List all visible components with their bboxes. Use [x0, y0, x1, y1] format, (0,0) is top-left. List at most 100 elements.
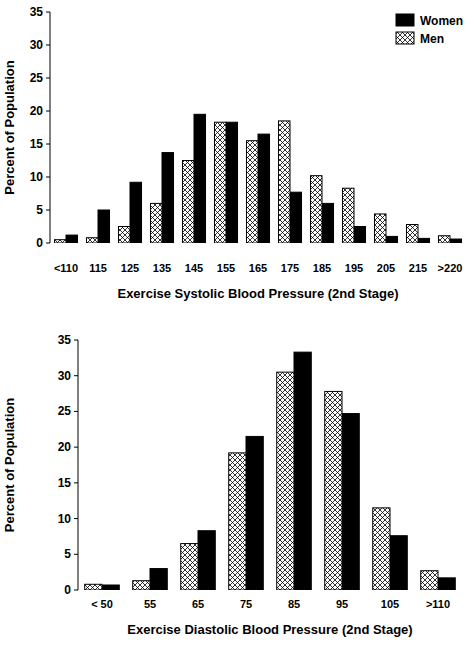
bar — [418, 238, 430, 243]
x-tick-label: 55 — [144, 598, 156, 610]
bar — [181, 544, 198, 590]
y-tick-label: 20 — [30, 104, 44, 118]
legend-label: Men — [420, 32, 444, 46]
y-tick — [74, 447, 78, 448]
y-tick — [74, 482, 78, 483]
bar — [246, 141, 258, 243]
y-tick — [74, 340, 78, 341]
bars — [54, 114, 461, 243]
bar — [162, 153, 174, 243]
bar — [133, 581, 150, 590]
y-tick-label: 20 — [58, 440, 72, 454]
x-tick-label: 195 — [345, 262, 363, 274]
bar — [246, 436, 263, 590]
x-tick-label: 95 — [336, 598, 348, 610]
x-tick-label: 215 — [409, 262, 427, 274]
bar — [325, 391, 342, 590]
x-label: Exercise Systolic Blood Pressure (2nd St… — [117, 286, 398, 301]
bar — [194, 114, 206, 243]
bar — [450, 239, 462, 243]
bar — [354, 227, 366, 244]
bar — [290, 192, 302, 243]
bar — [310, 176, 322, 243]
bar — [277, 372, 294, 590]
y-tick — [46, 144, 50, 145]
x-tick-label: 155 — [217, 262, 235, 274]
y-tick — [46, 45, 50, 46]
bar — [86, 238, 98, 243]
bar — [85, 584, 102, 590]
y-tick-label: 35 — [58, 333, 72, 347]
bar — [130, 182, 142, 243]
bar — [438, 236, 450, 243]
y-label: Percent of Population — [2, 60, 17, 194]
bar — [342, 188, 354, 243]
x-tick-label: 115 — [89, 262, 107, 274]
y-tick-label: 10 — [30, 170, 44, 184]
bar — [226, 122, 238, 243]
x-tick-label: >220 — [438, 262, 463, 274]
bar — [374, 214, 386, 243]
y-tick — [74, 518, 78, 519]
bar — [118, 227, 130, 244]
x-tick-label: 165 — [249, 262, 267, 274]
bar — [322, 203, 334, 243]
x-tick-label: >110 — [426, 598, 450, 610]
x-label: Exercise Diastolic Blood Pressure (2nd S… — [127, 622, 412, 637]
y-tick — [46, 243, 50, 244]
y-tick-label: 25 — [30, 71, 44, 85]
y-tick-label: 25 — [58, 404, 72, 418]
bar — [150, 203, 162, 243]
bars — [85, 352, 456, 590]
y-tick — [46, 177, 50, 178]
y-tick — [74, 411, 78, 412]
bar — [102, 585, 119, 590]
legend-swatch — [396, 14, 414, 26]
x-tick-label: 75 — [240, 598, 252, 610]
y-tick-label: 5 — [64, 547, 71, 561]
bar — [438, 578, 455, 590]
bar — [198, 531, 215, 590]
x-tick-label: 185 — [313, 262, 331, 274]
y-tick-label: 0 — [36, 236, 43, 250]
y-tick — [46, 12, 50, 13]
chart: 05101520253035Percent of Population< 505… — [2, 333, 455, 637]
y-axis — [50, 12, 51, 243]
bar — [421, 571, 438, 590]
x-tick-label: <110 — [54, 262, 78, 274]
legend-swatch — [396, 32, 414, 44]
bar — [278, 121, 290, 243]
bar — [229, 453, 246, 590]
figure: 0 5 10 15 20 25 30 35 Percent of Population <110 1… — [0, 0, 474, 653]
x-tick-label: 205 — [377, 262, 395, 274]
y-tick — [74, 554, 78, 555]
x-tick-label: 175 — [281, 262, 299, 274]
y-tick-label: 30 — [30, 38, 44, 52]
x-tick-label: 85 — [288, 598, 300, 610]
y-tick — [74, 590, 78, 591]
bar — [182, 161, 194, 244]
y-tick — [74, 375, 78, 376]
bar — [258, 134, 270, 243]
y-tick-label: 15 — [30, 137, 44, 151]
bar — [390, 536, 407, 590]
bar — [98, 210, 110, 243]
y-tick-label: 5 — [36, 203, 43, 217]
y-tick-label: 30 — [58, 369, 72, 383]
y-tick-label: 15 — [58, 476, 72, 490]
y-tick-label: 0 — [64, 583, 71, 597]
bar — [373, 508, 390, 590]
legend: WomenMen — [396, 14, 463, 46]
x-tick-label: 125 — [121, 262, 139, 274]
chart: 0 5 10 15 20 25 30 35 Percent of Population <110 1… — [2, 5, 463, 301]
x-tick-label: < 50 — [91, 598, 113, 610]
y-tick — [46, 78, 50, 79]
y-tick-label: 10 — [58, 512, 72, 526]
y-tick-label: 35 — [30, 5, 44, 19]
x-tick-label: 135 — [153, 262, 171, 274]
bar — [150, 569, 167, 590]
bar — [386, 236, 398, 243]
bar — [66, 235, 78, 243]
y-axis — [78, 340, 79, 590]
bar — [294, 352, 311, 590]
